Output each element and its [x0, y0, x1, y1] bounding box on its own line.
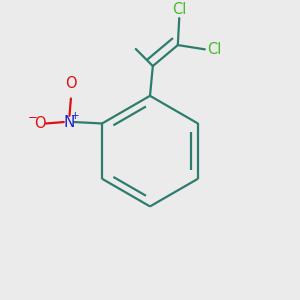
- Text: −: −: [28, 111, 38, 124]
- Text: O: O: [65, 76, 77, 91]
- Text: Cl: Cl: [172, 2, 186, 17]
- Text: N: N: [64, 115, 75, 130]
- Text: O: O: [34, 116, 46, 131]
- Text: Cl: Cl: [208, 42, 222, 57]
- Text: +: +: [71, 111, 80, 122]
